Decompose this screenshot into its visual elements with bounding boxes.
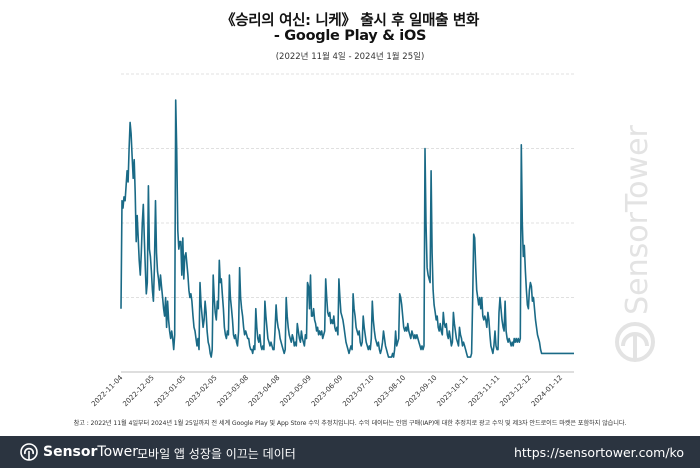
chart-subtitle: (2022년 11월 4일 - 2024년 1월 25일) <box>275 52 425 62</box>
x-tick-label: 2023-08-10 <box>373 374 407 408</box>
x-tick-label: 2023-12-12 <box>498 374 532 408</box>
x-tick-label: 2023-11-11 <box>467 374 501 408</box>
x-tick-label: 2023-01-05 <box>153 374 187 408</box>
website-link[interactable]: https://sensortower.com/ko <box>513 445 684 460</box>
x-tick-label: 2024-01-12 <box>530 374 564 408</box>
series-line-daily-revenue <box>120 99 574 358</box>
gridlines <box>121 73 574 298</box>
watermark-logo-icon <box>615 322 655 362</box>
x-axis: 2022-11-042022-12-052023-01-052023-02-05… <box>90 371 574 408</box>
x-tick-label: 2022-12-05 <box>121 374 155 408</box>
brand-name: SensorTower <box>43 444 138 460</box>
sensortower-logo-icon <box>20 443 38 461</box>
footnote: 참고 : 2022년 11월 4일부터 2024년 1월 25일까지 전 세계 … <box>73 420 627 427</box>
x-tick-label: 2023-04-08 <box>247 374 281 408</box>
x-tick-label: 2023-07-10 <box>341 374 375 408</box>
x-tick-label: 2023-10-11 <box>436 374 470 408</box>
x-tick-label: 2023-09-10 <box>404 374 438 408</box>
line-chart: 2022-11-042022-12-052023-01-052023-02-05… <box>90 73 574 408</box>
footer-bar: SensorTower 모바일 앱 성장을 이끄는 데이터 https://se… <box>0 436 700 468</box>
x-tick-label: 2023-03-08 <box>216 374 250 408</box>
sensortower-watermark: SensorTower <box>615 124 655 362</box>
watermark-text: SensorTower <box>620 124 655 314</box>
x-tick-label: 2023-05-09 <box>278 374 312 408</box>
sensortower-logo[interactable]: SensorTower <box>20 443 138 461</box>
x-tick-label: 2023-02-05 <box>184 374 218 408</box>
chart-title-line2: - Google Play & iOS <box>273 28 427 44</box>
x-tick-label: 2023-06-09 <box>310 374 344 408</box>
tagline: 모바일 앱 성장을 이끄는 데이터 <box>137 447 296 461</box>
brand-bold: Sensor <box>43 444 98 460</box>
x-tick-label: 2022-11-04 <box>90 373 125 408</box>
brand-light: Tower <box>97 444 138 460</box>
chart-title: 《승리의 여신: 니케》 출시 후 일매출 변화 <box>221 13 479 29</box>
series-layer <box>120 99 574 358</box>
